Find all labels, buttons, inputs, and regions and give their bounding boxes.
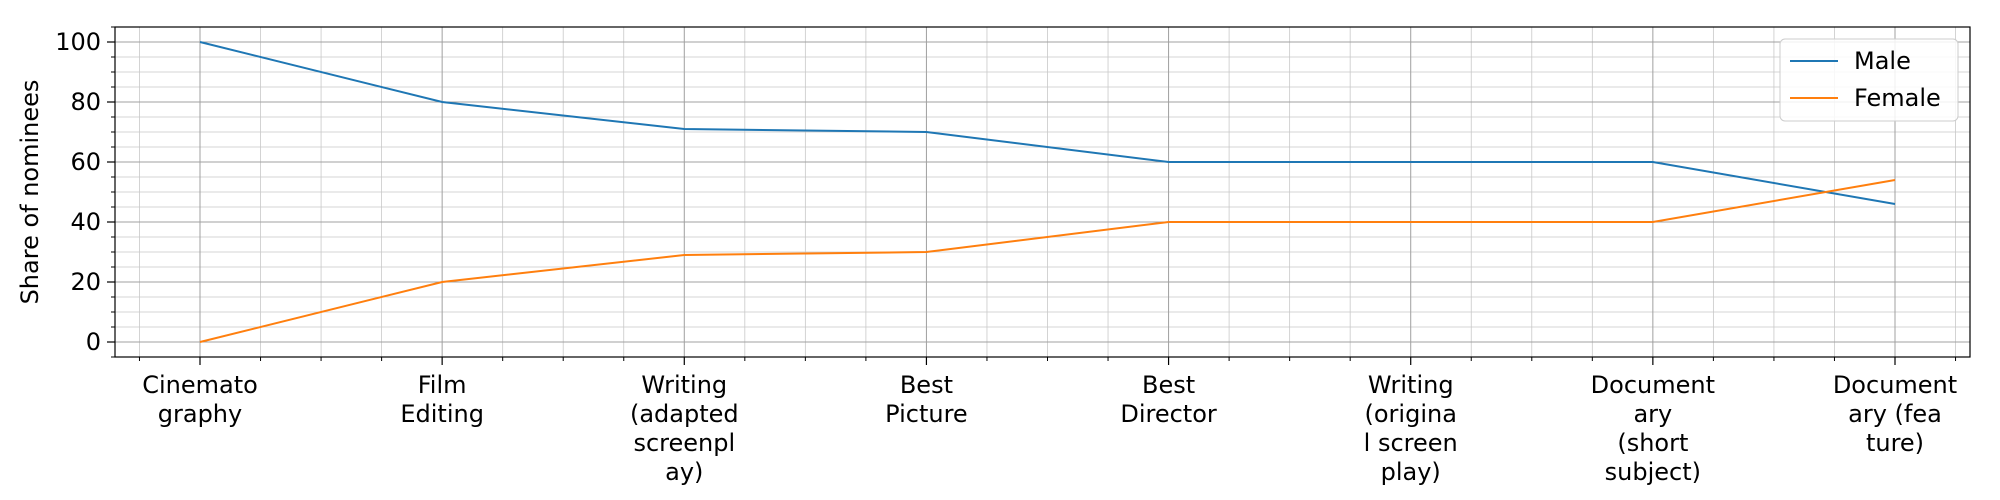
x-tick-label-line: l screen	[1364, 429, 1458, 457]
x-tick-label-line: ay)	[665, 458, 703, 486]
x-tick-label-line: ary	[1633, 400, 1672, 428]
x-tick-label-line: Film	[418, 371, 467, 399]
x-tick-label-line: Best	[1142, 371, 1195, 399]
x-tick-label: Best Picture	[885, 371, 968, 428]
x-tick-label-line: play)	[1381, 458, 1441, 486]
x-tick-label-line: ary (fea	[1848, 400, 1942, 428]
x-tick-label-line: Writing	[1368, 371, 1454, 399]
y-tick-label: 40	[70, 208, 101, 236]
series-line-male	[199, 41, 1896, 205]
x-tick-label-line: ture)	[1866, 429, 1924, 457]
x-tick-label: Film Editing	[400, 371, 484, 428]
x-tick-label-line: Writing	[641, 371, 727, 399]
x-tick-label-line: Editing	[400, 400, 484, 428]
y-tick-label: 80	[70, 88, 101, 116]
x-tick-label-line: (origina	[1365, 400, 1457, 428]
y-axis: 0 20 40 60 80 100	[55, 26, 115, 358]
x-tick-label-line: Cinemato	[142, 371, 258, 399]
y-tick-label: 60	[70, 148, 101, 176]
legend-label-female: Female	[1854, 84, 1941, 112]
x-tick-label: Document ary (fea ture)	[1833, 371, 1957, 457]
series-line-female	[199, 179, 1896, 343]
x-tick-label-line: subject)	[1605, 458, 1701, 486]
x-tick-label-line: Picture	[885, 400, 968, 428]
x-tick-label-line: graphy	[158, 400, 242, 428]
x-tick-label: Cinemato graphy	[142, 371, 258, 428]
y-axis-label: Share of nominees	[16, 80, 44, 305]
y-tick-label: 0	[86, 328, 101, 356]
x-tick-label: Writing (origina l screen play)	[1364, 371, 1458, 486]
x-tick-label: Document ary (short subject)	[1591, 371, 1715, 486]
x-tick-label-line: Best	[900, 371, 953, 399]
y-tick-label: 100	[55, 28, 101, 56]
x-tick-label-line: (adapted	[630, 400, 739, 428]
x-tick-label: Writing (adapted screenpl ay)	[630, 371, 739, 486]
grid	[115, 26, 1970, 358]
legend-label-male: Male	[1854, 47, 1911, 75]
x-tick-label-line: screenpl	[633, 429, 735, 457]
x-tick-label-line: (short	[1617, 429, 1688, 457]
legend-box	[1779, 38, 1959, 122]
x-tick-label-line: Director	[1120, 400, 1217, 428]
x-tick-label-line: Document	[1591, 371, 1715, 399]
series-lines	[199, 41, 1896, 343]
y-tick-label: 20	[70, 268, 101, 296]
x-tick-label-line: Document	[1833, 371, 1957, 399]
x-tick-label: Best Director	[1120, 371, 1217, 428]
legend: Male Female	[1779, 38, 1959, 122]
